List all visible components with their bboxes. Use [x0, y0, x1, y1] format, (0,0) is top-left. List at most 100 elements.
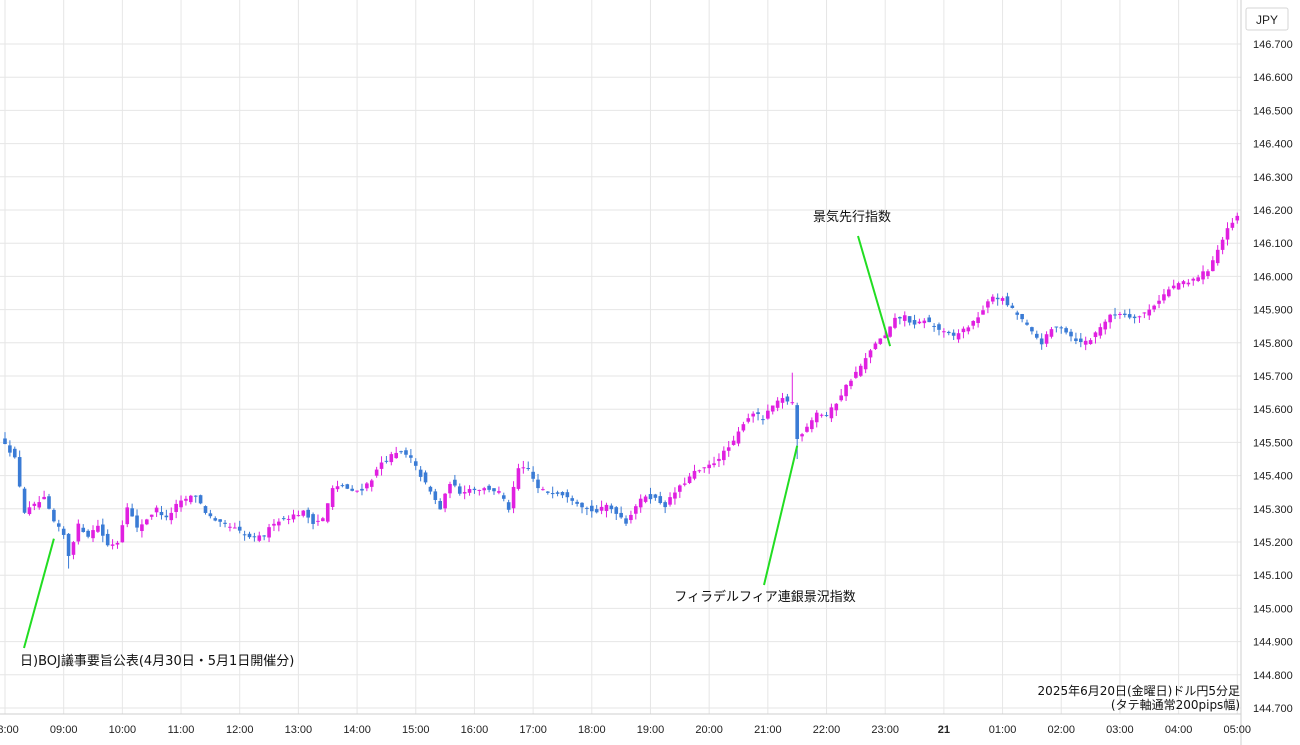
- candle-body: [1176, 283, 1181, 290]
- candle-body: [101, 524, 105, 536]
- candle-body: [565, 492, 570, 498]
- candle-body: [907, 316, 912, 323]
- candle: [619, 506, 623, 519]
- candle: [1093, 331, 1098, 344]
- candle: [32, 501, 37, 511]
- candle-body: [8, 445, 12, 453]
- candle: [1137, 315, 1142, 323]
- candle: [335, 480, 340, 492]
- candle-body: [37, 502, 42, 508]
- candle-body: [71, 542, 76, 555]
- candle: [193, 495, 198, 503]
- candle-body: [1015, 312, 1020, 315]
- candle-body: [844, 384, 848, 397]
- x-tick-label: 13:00: [285, 724, 313, 736]
- candle-body: [1020, 313, 1024, 320]
- candle-body: [1167, 289, 1171, 297]
- candle: [912, 314, 917, 329]
- candle-body: [858, 365, 863, 376]
- candle-body: [599, 506, 604, 511]
- candle-body: [663, 502, 667, 508]
- y-tick-label: 146.600: [1253, 72, 1293, 84]
- y-tick-label: 146.100: [1253, 238, 1293, 250]
- x-tick-label: 05:00: [1224, 724, 1252, 736]
- candle-body: [795, 405, 799, 439]
- candle-body: [634, 506, 638, 514]
- candle: [511, 481, 516, 514]
- candle-body: [506, 502, 511, 510]
- candle: [350, 485, 354, 492]
- candle: [1152, 304, 1156, 313]
- candle-body: [1069, 331, 1073, 337]
- candle-body: [898, 317, 902, 319]
- candle-body: [1039, 338, 1044, 345]
- candle-body: [487, 485, 491, 490]
- candle-body: [1186, 282, 1191, 285]
- candle-body: [448, 484, 452, 494]
- candle: [149, 514, 154, 520]
- candle-body: [673, 492, 677, 499]
- candle: [834, 402, 839, 416]
- candle-body: [409, 455, 413, 458]
- candle-body: [1211, 260, 1215, 272]
- candle: [277, 518, 281, 532]
- candle: [712, 456, 716, 468]
- candle: [1201, 265, 1205, 285]
- candle: [389, 451, 394, 466]
- candle-body: [497, 491, 501, 493]
- candle: [42, 490, 46, 500]
- candle: [52, 508, 56, 523]
- event-annotation: 景気先行指数: [813, 209, 892, 347]
- event-annotation: フィラデルフィア連銀景況指数: [674, 445, 856, 605]
- candle: [844, 384, 848, 401]
- candle-body: [145, 519, 149, 525]
- candle: [247, 531, 252, 539]
- candle: [604, 502, 609, 518]
- candle-body: [878, 338, 883, 344]
- candle-body: [457, 486, 462, 494]
- x-tick-label: 23:00: [871, 724, 899, 736]
- candle-body: [893, 317, 897, 328]
- y-tick-label: 145.000: [1253, 603, 1293, 615]
- x-tick-label: 11:00: [168, 724, 195, 736]
- candle: [1191, 277, 1196, 286]
- x-tick-label: 12:00: [226, 724, 254, 736]
- candle-body: [580, 502, 584, 508]
- candle: [775, 397, 780, 412]
- y-tick-label: 146.200: [1253, 205, 1293, 217]
- y-tick-label: 145.600: [1253, 404, 1293, 416]
- candle: [1225, 222, 1230, 246]
- candle: [218, 519, 222, 527]
- candle-body: [1157, 300, 1161, 304]
- candle: [71, 540, 76, 560]
- candle: [252, 532, 257, 542]
- candle-body: [281, 518, 286, 520]
- candle-body: [629, 514, 633, 521]
- candle: [1079, 332, 1083, 348]
- candle-body: [404, 450, 408, 455]
- candle-body: [296, 515, 301, 517]
- candle-body: [291, 514, 296, 520]
- candle-body: [653, 494, 658, 498]
- candle-body: [922, 320, 927, 324]
- candle-body: [149, 514, 154, 517]
- candle-body: [330, 488, 335, 507]
- candle-body: [1103, 321, 1108, 330]
- candle: [1010, 302, 1015, 309]
- candle: [125, 503, 130, 528]
- candle: [433, 488, 438, 505]
- candle-body: [575, 501, 579, 504]
- candle: [501, 492, 506, 502]
- candle-body: [516, 468, 521, 489]
- candle-body: [1171, 285, 1176, 289]
- candle-body: [986, 301, 990, 308]
- candle-body: [462, 492, 467, 494]
- candle-body: [477, 489, 482, 491]
- candle: [937, 322, 941, 336]
- candle: [208, 509, 213, 519]
- candle-body: [423, 472, 428, 483]
- candle-body: [614, 507, 619, 514]
- candle: [482, 486, 487, 495]
- y-tick-label: 144.800: [1253, 670, 1293, 682]
- candle: [497, 486, 501, 495]
